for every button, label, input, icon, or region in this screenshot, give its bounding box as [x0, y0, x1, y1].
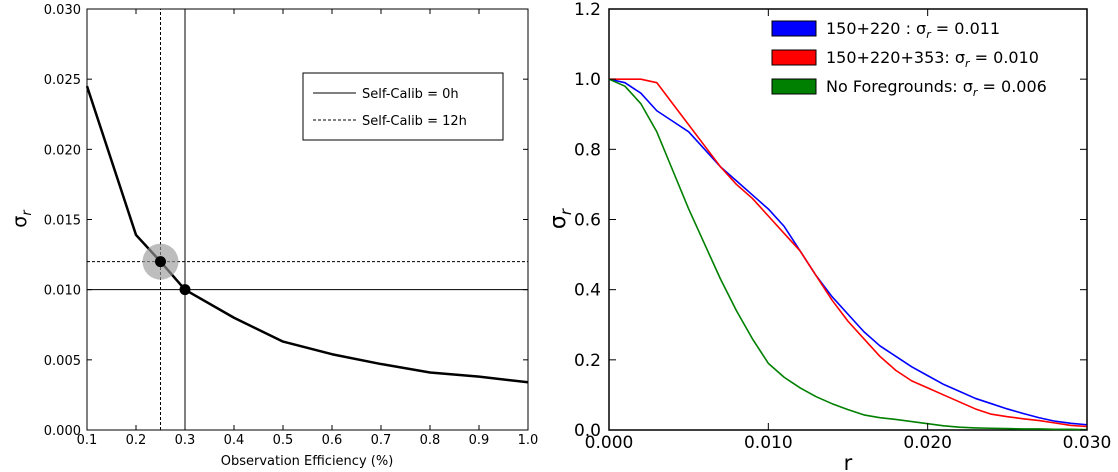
- right-y-tick-label: 0.0: [574, 421, 601, 441]
- right-series-line-0: [608, 78, 1088, 426]
- right-x-tick-label: 0.030: [1063, 433, 1112, 453]
- left-x-tick-label: 0.4: [224, 433, 245, 448]
- left-y-tick-label: 0.015: [44, 214, 81, 229]
- right-series-line-2: [608, 78, 1088, 431]
- left-x-tick-label: 0.6: [322, 433, 343, 448]
- left-legend-box: [302, 72, 504, 141]
- left-markers: [142, 243, 191, 296]
- left-marker-point-1: [179, 284, 191, 296]
- left-y-ticks: 0.000 0.005 0.010 0.015 0.020 0.025 0.030: [44, 3, 528, 439]
- right-x-tick-label: 0.010: [744, 433, 793, 453]
- left-legend-dashed-label: Self-Calib = 12h: [362, 114, 467, 129]
- left-x-tick-label: 0.2: [126, 433, 147, 448]
- left-y-axis-label-sub: r: [20, 209, 35, 216]
- right-x-axis-label: r: [844, 451, 853, 472]
- right-y-tick-label: 1.0: [574, 70, 601, 90]
- left-y-tick-label: 0.025: [44, 73, 81, 88]
- left-y-axis-label: σr: [9, 209, 35, 228]
- left-x-ticks: 0.1 0.2 0.3 0.4 0.5 0.6 0.7 0.8 0.9 1.0: [77, 9, 539, 448]
- left-x-tick-label: 0.7: [371, 433, 392, 448]
- right-legend-label-1: 150+220+353: σr = 0.010: [826, 48, 1039, 70]
- right-y-tick-label: 0.6: [574, 211, 601, 231]
- right-x-tick-label: 0.000: [585, 433, 634, 453]
- left-y-tick-label: 0.030: [44, 3, 81, 18]
- left-y-tick-label: 0.005: [44, 354, 81, 369]
- left-x-tick-label: 0.5: [273, 433, 294, 448]
- left-x-tick-label: 0.1: [77, 433, 98, 448]
- left-x-tick-label: 1.0: [518, 433, 539, 448]
- right-y-axis-label: σr: [546, 208, 575, 229]
- right-series-line-1: [609, 78, 1088, 428]
- right-legend-label-2: No Foregrounds: σr = 0.006: [826, 77, 1047, 99]
- left-y-axis-label-main: σ: [9, 216, 31, 228]
- left-y-tick-label: 0.010: [44, 284, 81, 299]
- left-legend: Self-Calib = 0h Self-Calib = 12h: [302, 72, 504, 141]
- right-y-axis-label-main: σ: [546, 215, 571, 229]
- right-y-axis-label-sub: r: [557, 208, 575, 215]
- left-chart: 0.1 0.2 0.3 0.4 0.5 0.6 0.7 0.8 0.9 1.0 0.0000.00…: [9, 3, 538, 469]
- left-x-axis-label: Observation Efficiency (%): [221, 454, 394, 469]
- right-series: [608, 78, 1088, 431]
- left-y-tick-label: 0.020: [44, 143, 81, 158]
- right-chart: 0.000 0.010 0.020 0.030 0.0 0.2 0.4 0.6 0.8 1.0 1…: [546, 0, 1111, 472]
- left-x-tick-label: 0.8: [420, 433, 441, 448]
- right-legend-swatch-0: [771, 20, 817, 37]
- right-legend-swatch-2: [771, 78, 817, 95]
- left-legend-solid-label: Self-Calib = 0h: [362, 87, 459, 102]
- right-x-tick-label: 0.020: [903, 433, 952, 453]
- left-x-tick-label: 0.9: [469, 433, 490, 448]
- right-y-tick-label: 0.2: [574, 351, 601, 371]
- right-x-ticks: 0.000 0.010 0.020 0.030: [585, 9, 1112, 453]
- right-y-tick-label: 0.4: [574, 281, 601, 301]
- right-y-ticks: 0.0 0.2 0.4 0.6 0.8 1.0 1.2: [574, 0, 1087, 441]
- right-legend-label-0: 150+220 : σr = 0.011: [826, 19, 1000, 41]
- right-plot-frame: [608, 8, 1088, 431]
- right-y-tick-label: 1.2: [574, 0, 601, 20]
- left-reference-lines: [87, 9, 528, 430]
- right-legend: 150+220 : σr = 0.011 150+220+353: σr = 0…: [771, 19, 1047, 99]
- left-x-tick-label: 0.3: [175, 433, 196, 448]
- left-marker-point-0: [155, 256, 166, 268]
- right-legend-swatch-1: [771, 49, 817, 66]
- right-y-tick-label: 0.8: [574, 140, 601, 160]
- left-y-tick-label: 0.000: [44, 424, 81, 439]
- left-plot-frame: [86, 8, 529, 431]
